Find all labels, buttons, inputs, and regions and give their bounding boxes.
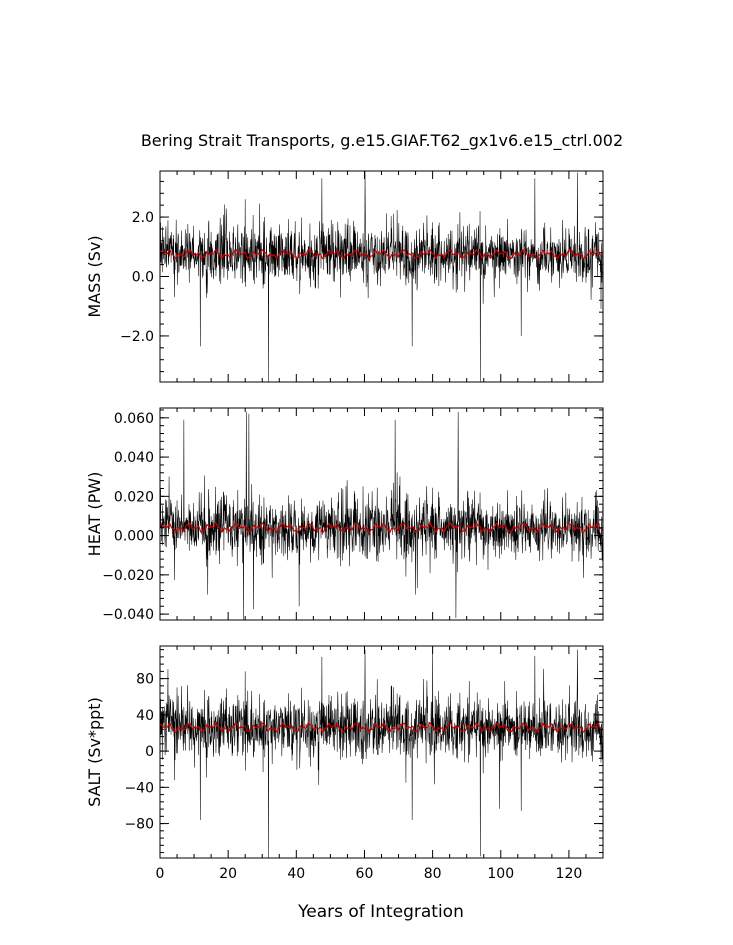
- salt-monthly-series: [160, 649, 603, 858]
- panels: −2.0 0.0 2.0 MASS (Sv) −0.040 −0.020 0.000 0.02…: [85, 170, 604, 882]
- mass-monthly-series: [160, 171, 603, 382]
- heat-y-axis-label: HEAT (PW): [85, 472, 104, 557]
- mass-y-tick-label: −2.0: [120, 329, 154, 345]
- salt-y-tick-label: 40: [136, 708, 154, 724]
- heat-annual-mean-series: [160, 522, 603, 534]
- heat-y-tick-label: 0.040: [114, 450, 154, 466]
- salt-annual-mean-series: [160, 722, 603, 733]
- x-tick-label: 0: [156, 866, 165, 882]
- x-tick-label: 40: [287, 866, 305, 882]
- salt-y-tick-label: 80: [136, 672, 154, 688]
- x-tick-label: 20: [219, 866, 237, 882]
- heat-y-tick-label: 0.020: [114, 489, 154, 505]
- mass-annual-mean-series: [160, 249, 603, 260]
- mass-y-tick-label: 0.0: [132, 270, 154, 286]
- x-tick-label: 100: [487, 866, 514, 882]
- panel-mass: −2.0 0.0 2.0 MASS (Sv): [85, 170, 604, 383]
- heat-y-tick-label: 0.000: [114, 529, 154, 545]
- mass-y-tick-label: 2.0: [132, 210, 154, 226]
- mass-y-axis-label: MASS (Sv): [85, 235, 104, 317]
- salt-y-tick-label: −40: [124, 780, 154, 796]
- salt-y-tick-label: −80: [124, 817, 154, 833]
- chart-title: Bering Strait Transports, g.e15.GIAF.T62…: [141, 131, 623, 151]
- x-tick-label: 120: [556, 866, 583, 882]
- heat-y-tick-label: −0.040: [102, 607, 154, 623]
- salt-y-axis-label: SALT (Sv*ppt): [85, 697, 104, 807]
- heat-y-tick-label: 0.060: [114, 411, 154, 427]
- x-tick-label: 60: [356, 866, 374, 882]
- panel-heat: −0.040 −0.020 0.000 0.020 0.040 0.060 HEAT (PW…: [85, 407, 604, 623]
- heat-y-tick-label: −0.020: [102, 568, 154, 584]
- x-tick-label: 80: [424, 866, 442, 882]
- panel-salt: −80 −40 0 40 80 SALT (Sv*ppt) 0 20 40 60 80 100 120: [85, 645, 604, 882]
- salt-y-tick-label: 0: [145, 744, 154, 760]
- x-axis-label: Years of Integration: [297, 902, 464, 922]
